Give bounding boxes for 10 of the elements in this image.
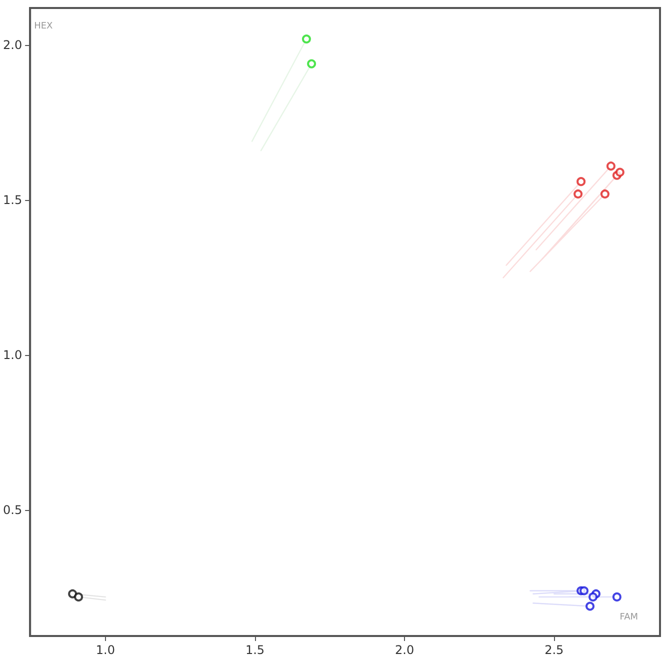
- x-axis-title: FAM: [620, 612, 638, 622]
- x-tick-label: 2.5: [544, 643, 564, 657]
- y-tick-label: 1.0: [2, 348, 22, 362]
- y-tick-label: 0.5: [2, 503, 22, 518]
- y-tick-label: 2.0: [2, 38, 22, 52]
- y-axis-title: HEX: [34, 22, 53, 32]
- x-tick-label: 1.5: [245, 643, 265, 657]
- x-tick-label: 1.0: [96, 643, 116, 657]
- x-tick-label: 2.0: [395, 643, 414, 657]
- y-tick-label: 1.5: [2, 193, 22, 208]
